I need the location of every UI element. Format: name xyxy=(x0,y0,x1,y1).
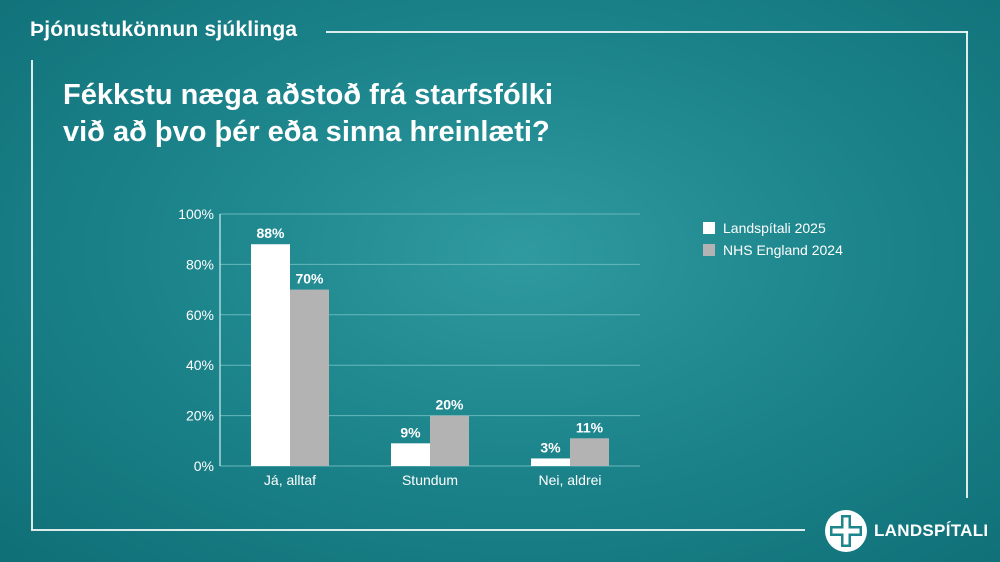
frame-right-line xyxy=(966,31,968,498)
bar-1-2 xyxy=(391,443,430,466)
y-tick-label: 100% xyxy=(178,206,214,222)
bar-1-3 xyxy=(531,458,570,466)
data-label: 9% xyxy=(400,424,421,440)
legend-swatch-series-2 xyxy=(703,244,715,256)
data-label: 3% xyxy=(540,439,561,455)
bar-1-1 xyxy=(251,244,290,466)
y-tick-label: 40% xyxy=(186,357,214,373)
y-tick-label: 80% xyxy=(186,256,214,272)
frame-bottom-line xyxy=(31,529,805,531)
bar-2-3 xyxy=(570,438,609,466)
header-title: Þjónustukönnun sjúklinga xyxy=(30,18,298,41)
question-line-2: við að þvo þér eða sinna hreinlæti? xyxy=(63,116,550,148)
y-tick-label: 0% xyxy=(194,458,214,474)
frame-top-line xyxy=(326,31,968,33)
data-label: 88% xyxy=(256,225,285,241)
logo-text: LANDSPÍTALI xyxy=(874,521,989,540)
data-label: 11% xyxy=(576,419,604,435)
legend-item-series-1: Landspítali 2025 xyxy=(703,217,843,239)
x-category-label: Stundum xyxy=(402,472,458,488)
data-label: 20% xyxy=(435,397,464,413)
question-title: Fékkstu næga aðstoð frá starfsfólki við … xyxy=(63,77,663,151)
landspitali-logo: LANDSPÍTALI xyxy=(824,509,988,553)
bar-2-2 xyxy=(430,415,469,466)
legend-label-series-1: Landspítali 2025 xyxy=(723,220,826,236)
legend-swatch-series-1 xyxy=(703,222,715,234)
legend-item-series-2: NHS England 2024 xyxy=(703,239,843,261)
landspitali-cross-icon xyxy=(825,510,867,552)
data-label: 70% xyxy=(295,271,324,287)
x-category-label: Nei, aldrei xyxy=(538,472,601,488)
x-category-label: Já, alltaf xyxy=(264,472,316,488)
question-line-1: Fékkstu næga aðstoð frá starfsfólki xyxy=(63,79,553,111)
legend-label-series-2: NHS England 2024 xyxy=(723,242,843,258)
bar-2-1 xyxy=(290,289,329,466)
frame-left-line xyxy=(31,60,33,530)
y-tick-label: 20% xyxy=(186,408,214,424)
chart-legend: Landspítali 2025 NHS England 2024 xyxy=(703,217,843,261)
y-tick-label: 60% xyxy=(186,307,214,323)
